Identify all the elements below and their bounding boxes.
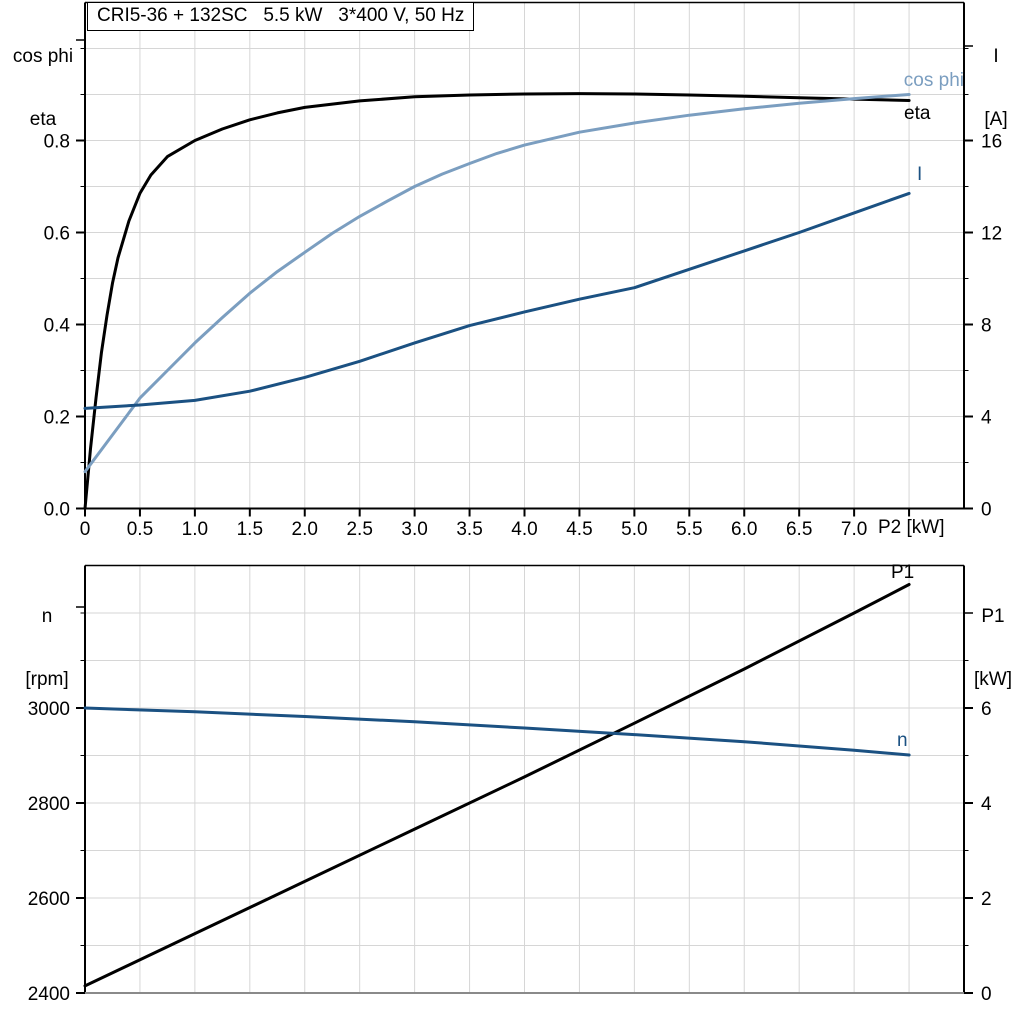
tick-label-x: 6.0 [731,519,757,540]
tick-label-right: 0 [981,984,992,1005]
tick-label-left: 2800 [28,794,70,815]
axis-label-n: n [41,606,53,627]
tick-label-left: 0.8 [44,132,70,153]
axis-label-kw-unit: [kW] [974,669,1012,690]
series-power-p1-curve [83,583,911,988]
tick-label-left: 0.6 [44,224,70,245]
tick-label-left: 2400 [28,984,70,1005]
tick-label-x: 5.0 [621,519,647,540]
tick-label-x: 3.0 [401,519,427,540]
tick-label-right: 4 [981,794,992,815]
axis-label-rpm-unit: [rpm] [25,669,69,690]
tick-label-left: 3000 [28,699,70,720]
tick-label-x: 3.5 [456,519,482,540]
curve-label-p1: P1 [891,562,915,583]
tick-label-x: 2.5 [346,519,372,540]
tick-label-left: 2600 [28,889,70,910]
series-cos-phi-curve [83,93,911,474]
tick-label-left: 0.0 [44,500,70,521]
series-current-curve [83,191,911,410]
top-left-axis-label: cos phi eta [4,4,82,172]
tick-label-x: 0 [80,519,91,540]
axis-label-p1: P1 [981,606,1005,627]
tick-label-x: 1.5 [237,519,263,540]
tick-label-right: 2 [981,889,992,910]
series-eta-curve [83,92,911,510]
axis-label-cos-phi: cos phi [12,46,74,67]
tick-label-x: 0.5 [127,519,153,540]
bottom-right-axis-label: P1 [kW] [964,564,1022,732]
tick-label-right: 12 [981,224,1002,245]
curve-label-n: n [897,730,908,751]
tick-label-right: 4 [981,408,992,429]
top-right-axis-label: I [A] [972,4,1020,172]
tick-label-x: 6.5 [786,519,812,540]
tick-label-x: 7.0 [841,519,867,540]
tick-label-x: 5.5 [676,519,702,540]
axis-label-amps-unit: [A] [984,109,1008,130]
tick-label-right: 8 [981,316,992,337]
curve-label-cos-phi: cos phi [903,70,964,91]
tick-label-right: 0 [981,500,992,521]
curve-label-eta: eta [904,103,931,124]
tick-label-right: 16 [981,132,1002,153]
axis-label-eta: eta [29,109,57,130]
tick-label-left: 0.2 [44,408,70,429]
tick-label-x: 4.5 [566,519,592,540]
tick-label-left: 0.4 [44,316,71,337]
tick-label-x: 1.0 [182,519,208,540]
tick-label-right: 6 [981,699,992,720]
tick-label-x: 2.0 [292,519,318,540]
x-axis-label-p2: P2 [kW] [878,517,945,538]
axis-label-I: I [993,46,999,67]
curve-label-current: I [917,164,923,185]
bottom-left-axis-label: n [rpm] [14,564,80,732]
series-speed-n-curve [83,706,911,757]
chart-title: CRI5-36 + 132SC 5.5 kW 3*400 V, 50 Hz [87,2,475,31]
tick-label-x: 4.0 [511,519,537,540]
